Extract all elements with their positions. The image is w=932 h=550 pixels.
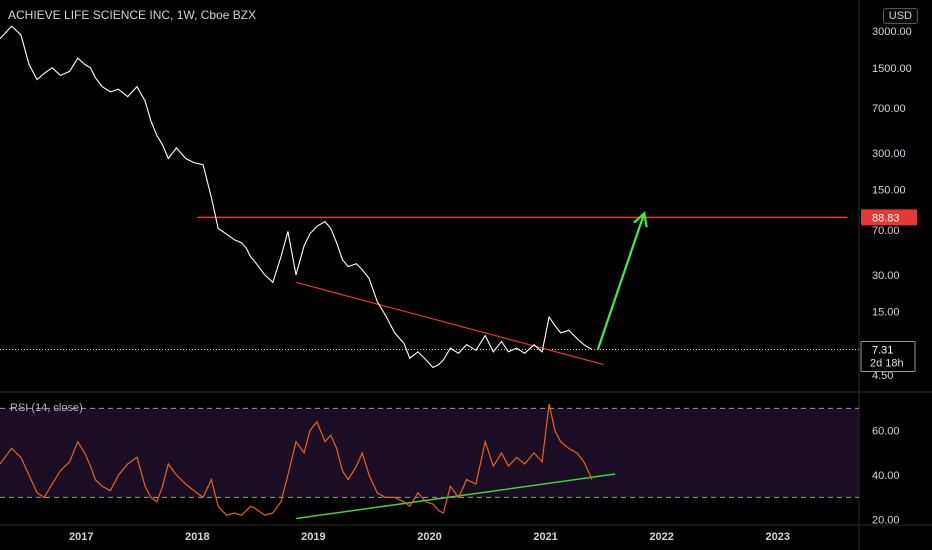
price-tick-label: 1500.00 [872,63,912,75]
price-tick-label: 3000.00 [872,26,912,38]
rsi-tick-label: 40.00 [872,470,900,482]
rsi-layer [0,403,859,520]
price-tick-label: 300.00 [872,148,906,160]
price-tick-label: 700.00 [872,103,906,115]
projection-arrow-head [633,211,648,228]
time-tick-label: 2022 [649,531,673,543]
last-price-badge [860,340,916,372]
resistance-price-badge [861,209,917,226]
time-tick-label: 2017 [69,531,93,543]
rsi-indicator-label[interactable]: RSI (14, close) [10,402,83,414]
projection-arrow-shaft[interactable] [596,212,646,350]
time-tick-label: 2020 [417,531,441,543]
price-layer [0,25,859,369]
time-tick-label: 2019 [301,531,325,543]
bar-countdown-label: 2d 18h [870,357,904,369]
price-tick-label: 70.00 [872,225,900,237]
last-price-label: 7.31 [872,344,893,356]
support-trend-line[interactable] [295,281,604,366]
rsi-trend-line[interactable] [295,473,616,520]
price-series-line [0,25,593,369]
resistance-price-label: 88.83 [872,212,900,224]
price-tick-label: 4.50 [872,370,893,382]
currency-selector[interactable]: USD [882,8,918,24]
rsi-series-line [0,403,593,516]
price-tick-label: 15.00 [872,306,900,318]
axis-layer: 3000.00 1500.00 700.00 300.00 150.00 70.00 30.… [69,26,917,543]
chart-title: ACHIEVE LIFE SCIENCE INC, 1W, Cboe BZX [8,8,257,22]
time-tick-label: 2021 [533,531,557,543]
time-tick-label: 2023 [766,531,790,543]
rsi-band-fill [0,408,859,498]
time-tick-label: 2018 [185,531,209,543]
price-tick-label: 150.00 [872,185,906,197]
rsi-tick-label: 60.00 [872,426,900,438]
rsi-tick-label: 20.00 [872,515,900,527]
price-tick-label: 30.00 [872,270,900,282]
